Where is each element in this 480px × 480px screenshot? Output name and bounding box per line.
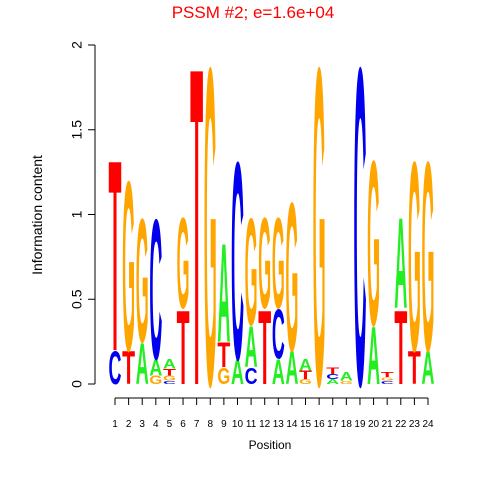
logo-letter: A — [149, 354, 162, 381]
logo-letter: C — [326, 373, 339, 381]
logo-letter: A — [299, 356, 312, 374]
x-tick-label: 24 — [422, 419, 434, 430]
logo-letter: C — [381, 380, 394, 385]
x-tick-label: 17 — [327, 419, 339, 430]
x-tick-label: 16 — [314, 419, 326, 430]
x-tick-label: 6 — [180, 419, 186, 430]
logo-letter: T — [408, 341, 421, 395]
logo-letter: G — [422, 105, 435, 408]
x-tick-label: 15 — [300, 419, 312, 430]
x-tick-label: 9 — [221, 419, 227, 430]
x-tick-label: 21 — [382, 419, 394, 430]
logo-letter: T — [177, 289, 190, 407]
logo-letter: A — [231, 353, 244, 393]
logo-letter: A — [272, 353, 285, 393]
logo-letter: G — [340, 380, 353, 385]
logo-letter: T — [190, 0, 203, 480]
logo-letter: G — [136, 181, 149, 379]
logo-letter: G — [258, 190, 271, 335]
x-tick-label: 4 — [153, 419, 159, 430]
y-tick-label: 0.5 — [69, 289, 85, 309]
logo-letter: T — [326, 366, 340, 376]
logo-letter: T — [394, 289, 407, 407]
logo-letter: G — [285, 159, 298, 396]
logo-letter: A — [326, 378, 339, 386]
logo-letter: C — [231, 105, 244, 420]
logo-letter: A — [394, 190, 407, 335]
logo-letter: T — [299, 369, 312, 382]
x-tick-label: 1 — [112, 419, 118, 430]
x-tick-label: 3 — [139, 419, 145, 430]
y-tick-label: 2 — [69, 41, 85, 49]
x-tick-label: 2 — [126, 419, 132, 430]
logo-letter: A — [245, 315, 258, 381]
logo-letter: A — [422, 341, 435, 395]
logo-letter: G — [204, 0, 217, 480]
logo-letter: G — [217, 362, 230, 389]
x-tick-label: 11 — [246, 419, 257, 430]
logo-letter: G — [245, 187, 258, 358]
x-axis-label: Position — [249, 438, 292, 452]
logo-letter: C — [272, 295, 285, 374]
x-tick-label: 18 — [341, 419, 353, 430]
logo-letter: G — [367, 113, 380, 375]
logo-letter: A — [367, 310, 380, 402]
x-tick-label: 14 — [286, 419, 298, 430]
logo-letter: A — [285, 341, 298, 395]
logo-letter: G — [163, 375, 176, 383]
logo-letter: C — [245, 362, 258, 389]
logo-letter: T — [122, 341, 135, 395]
logo-letter: G — [149, 374, 162, 387]
y-tick-label: 1.5 — [69, 120, 85, 140]
logo-letter: G — [381, 377, 394, 382]
logo-letter: A — [163, 356, 176, 372]
x-tick-label: 5 — [167, 419, 173, 430]
y-tick-label: 0 — [69, 380, 85, 388]
y-axis-label: Information content — [29, 155, 45, 275]
logo-letter: A — [136, 332, 149, 398]
logo-letter: G — [313, 0, 326, 480]
y-tick-label: 1 — [69, 210, 85, 218]
x-tick-label: 7 — [194, 419, 200, 430]
logo-letter: G — [122, 132, 135, 403]
x-tick-label: 10 — [232, 419, 244, 430]
logo-letter: G — [408, 105, 421, 408]
chart-title: PSSM #2; e=1.6e+04 — [172, 3, 335, 22]
x-tick-label: 22 — [395, 419, 407, 430]
logo-letter: T — [258, 289, 271, 407]
logo-letter: A — [217, 216, 230, 373]
logo-letter: C — [149, 178, 162, 402]
logo-letter: G — [177, 190, 190, 335]
logo-letter: T — [163, 368, 177, 378]
x-tick-label: 20 — [368, 419, 380, 430]
x-tick-label: 23 — [409, 419, 421, 430]
x-tick-label: 12 — [259, 419, 271, 430]
logo-letter: C — [109, 341, 122, 395]
logo-letter: T — [381, 371, 394, 379]
logo-letter: T — [217, 336, 230, 376]
logo-letter: T — [109, 105, 122, 410]
logo-letter: C — [353, 0, 366, 480]
logo-letter: C — [163, 380, 176, 385]
x-tick-label: 13 — [273, 419, 285, 430]
x-tick-label: 8 — [207, 419, 213, 430]
x-tick-label: 19 — [354, 419, 366, 430]
logo-letter: A — [340, 370, 353, 383]
logo-letter: G — [272, 190, 285, 335]
logo-letter: G — [299, 378, 312, 386]
